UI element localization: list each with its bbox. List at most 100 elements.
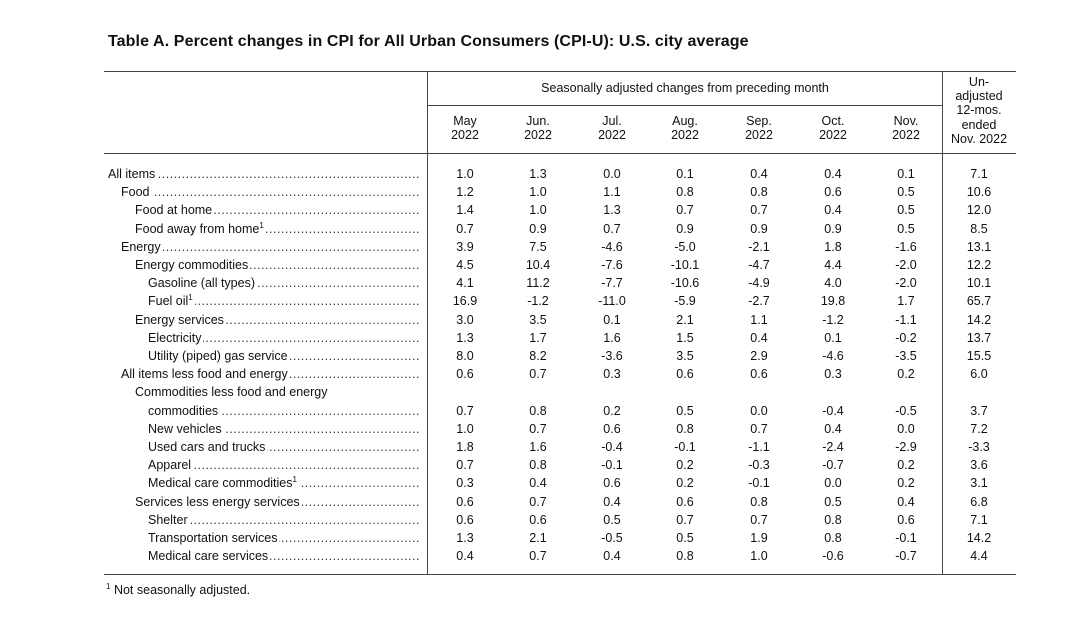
value-cell: 0.8 bbox=[676, 185, 694, 200]
row-label-text: Energy bbox=[121, 239, 161, 254]
table-row: Shelter.................................… bbox=[0, 510, 1080, 529]
value-cell: 0.7 bbox=[676, 512, 694, 527]
row-footnote-mark: 1 bbox=[292, 475, 297, 485]
value-cell: -2.0 bbox=[895, 258, 917, 272]
row-label: Food at home............................… bbox=[0, 201, 426, 220]
row-footnote-mark: 1 bbox=[259, 220, 264, 230]
value-cell: -4.6 bbox=[601, 239, 623, 254]
value-cell: 0.1 bbox=[676, 167, 694, 181]
value-cell: -5.0 bbox=[674, 239, 696, 254]
value-cell: -0.7 bbox=[822, 458, 844, 473]
unadjusted-value-cell: -3.3 bbox=[968, 440, 990, 454]
table-row: Transportation services.................… bbox=[0, 529, 1080, 547]
value-cell: 0.8 bbox=[824, 512, 842, 527]
value-cell: 0.8 bbox=[824, 531, 842, 545]
value-cell: -0.1 bbox=[601, 458, 623, 473]
span-header-rule bbox=[428, 105, 942, 106]
value-cell: 0.4 bbox=[824, 203, 842, 218]
column-header: Oct. 2022 bbox=[796, 114, 870, 142]
value-cell: 0.1 bbox=[824, 330, 842, 345]
value-cell: -0.5 bbox=[895, 403, 917, 418]
unadjusted-value-cell: 3.6 bbox=[970, 458, 988, 473]
row-label: Energy commodities......................… bbox=[0, 256, 426, 274]
value-cell: -4.6 bbox=[822, 349, 844, 363]
table-top-rule bbox=[104, 71, 1016, 72]
table-row: commodities.............................… bbox=[0, 401, 1080, 420]
value-cell: 0.5 bbox=[824, 494, 842, 509]
table-row: Food....................................… bbox=[0, 183, 1080, 202]
value-cell: 0.8 bbox=[750, 494, 768, 509]
column-header-year: 2022 bbox=[745, 128, 773, 142]
row-label-text: Services less energy services bbox=[135, 494, 300, 509]
unadjusted-value-cell: 7.1 bbox=[970, 512, 988, 527]
unadjusted-value-cell: 12.0 bbox=[966, 203, 992, 218]
unadjusted-header-line: ended bbox=[961, 117, 997, 132]
table-row: Energy..................................… bbox=[0, 237, 1080, 256]
value-cell: 0.4 bbox=[824, 421, 842, 436]
unadjusted-value-cell: 65.7 bbox=[966, 294, 992, 309]
value-cell: 1.3 bbox=[603, 203, 621, 218]
table-row: Food at home............................… bbox=[0, 201, 1080, 220]
unadjusted-value-cell: 3.7 bbox=[970, 403, 988, 418]
row-label-text: All items bbox=[108, 167, 156, 181]
value-cell: 0.0 bbox=[897, 421, 915, 436]
unadjusted-value-cell: 7.2 bbox=[970, 421, 988, 436]
value-cell: 0.8 bbox=[529, 403, 547, 418]
header-bottom-rule bbox=[104, 153, 1016, 154]
value-cell: 0.4 bbox=[750, 330, 768, 345]
value-cell: 1.0 bbox=[529, 203, 547, 218]
value-cell: 1.1 bbox=[750, 312, 768, 327]
value-cell: 0.3 bbox=[824, 367, 842, 382]
footnote: 1 Not seasonally adjusted. bbox=[106, 582, 250, 597]
table-row: Apparel.................................… bbox=[0, 456, 1080, 475]
value-cell: 0.0 bbox=[603, 167, 621, 181]
value-cell: 1.7 bbox=[529, 330, 547, 345]
table-bottom-rule bbox=[104, 574, 1016, 575]
row-label: New vehicles............................… bbox=[0, 419, 426, 438]
value-cell: 1.7 bbox=[897, 294, 915, 309]
row-label: Transportation services.................… bbox=[0, 529, 426, 547]
value-cell: 0.7 bbox=[603, 221, 621, 236]
value-cell: -3.6 bbox=[601, 349, 623, 363]
value-cell: 0.3 bbox=[603, 367, 621, 382]
span-header: Seasonally adjusted changes from precedi… bbox=[541, 81, 829, 95]
value-cell: -10.1 bbox=[670, 258, 700, 272]
value-cell: 0.5 bbox=[897, 221, 915, 236]
value-cell: 4.5 bbox=[456, 258, 474, 272]
row-label-text: Energy commodities bbox=[135, 258, 249, 272]
column-header-month: May bbox=[453, 114, 477, 128]
column-header: Jun. 2022 bbox=[501, 114, 575, 142]
row-label-text: Commodities less food and energy bbox=[135, 385, 328, 400]
value-cell: 0.6 bbox=[456, 367, 474, 382]
table-row: Fuel oil1...............................… bbox=[0, 292, 1080, 311]
value-cell: 0.7 bbox=[456, 458, 474, 473]
unadjusted-divider bbox=[942, 71, 943, 574]
value-cell: 0.5 bbox=[897, 185, 915, 200]
unadjusted-header-line: 12-mos. bbox=[956, 103, 1002, 118]
unadjusted-value-cell: 6.8 bbox=[970, 494, 988, 509]
value-cell: -2.4 bbox=[822, 440, 844, 454]
value-cell: 8.2 bbox=[529, 349, 547, 363]
row-label: commodities.............................… bbox=[0, 401, 426, 420]
value-cell: -1.1 bbox=[895, 312, 917, 327]
value-cell: -11.0 bbox=[598, 294, 626, 309]
row-label-text: Food bbox=[121, 185, 150, 200]
stub-divider bbox=[427, 71, 428, 574]
value-cell: 0.9 bbox=[529, 221, 547, 236]
table-row: Electricity.............................… bbox=[0, 328, 1080, 347]
row-label-text: Transportation services bbox=[148, 531, 278, 545]
value-cell: -2.9 bbox=[895, 440, 917, 454]
row-label-text: Food at home bbox=[135, 203, 213, 218]
leader-dots: ........................................… bbox=[112, 167, 420, 181]
unadjusted-header: Un- adjusted 12-mos. ended Nov. 2022 bbox=[942, 75, 1016, 146]
value-cell: -1.6 bbox=[895, 239, 917, 254]
value-cell: 19.8 bbox=[820, 294, 846, 309]
value-cell: 1.6 bbox=[603, 330, 621, 345]
value-cell: 1.0 bbox=[456, 421, 474, 436]
value-cell: -0.1 bbox=[674, 440, 696, 454]
unadjusted-value-cell: 8.5 bbox=[970, 221, 988, 236]
column-header-year: 2022 bbox=[524, 128, 552, 142]
value-cell: 3.9 bbox=[456, 239, 474, 254]
value-cell: -4.7 bbox=[748, 258, 770, 272]
value-cell: -0.2 bbox=[895, 330, 917, 345]
